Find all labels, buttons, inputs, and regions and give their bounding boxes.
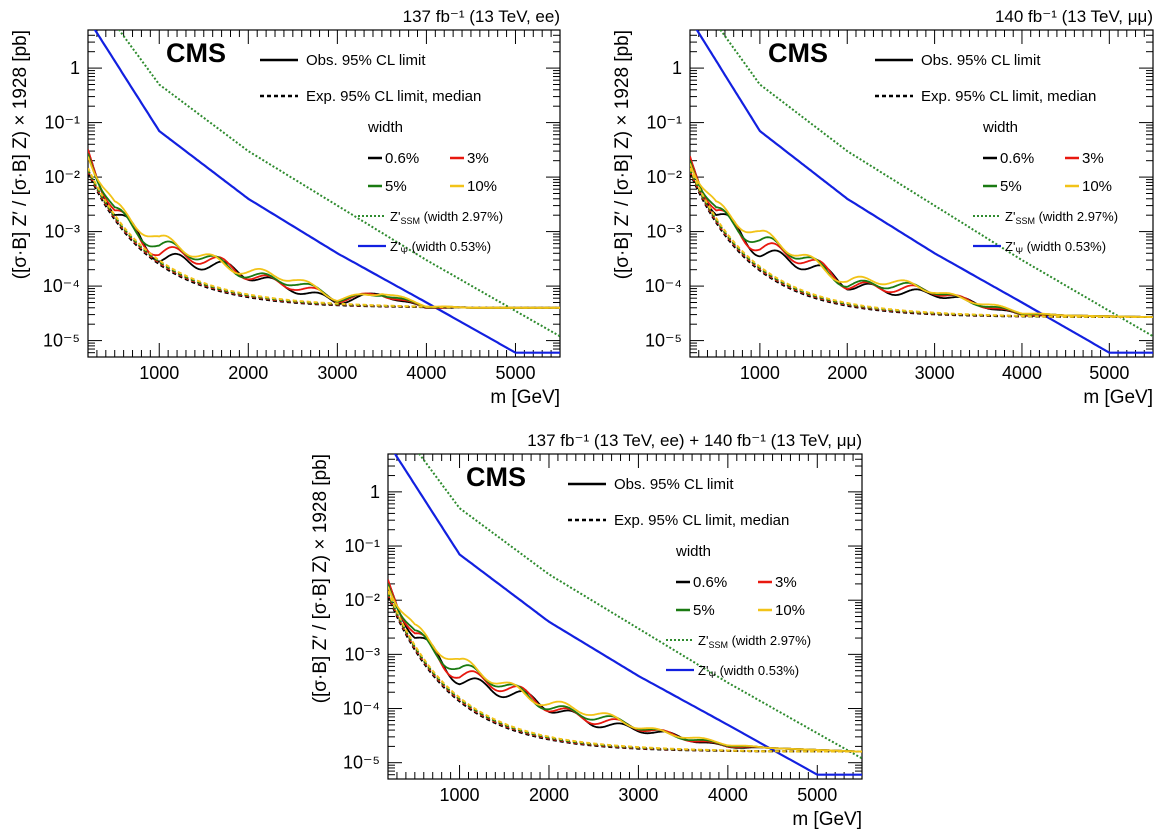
psi-curve (393, 454, 862, 776)
observed-limit-w10 (388, 586, 862, 753)
legend-w0-6-label: 0.6% (693, 574, 727, 591)
y-tick-label: 10⁻³ (44, 222, 80, 242)
curves-group (388, 454, 862, 776)
legend-w3-label: 3% (467, 150, 489, 167)
x-tick-label: 1000 (740, 363, 780, 383)
cms-label: CMS (466, 462, 526, 492)
y-tick-label: 10⁻⁴ (43, 276, 80, 296)
lumi-label: 137 fb⁻¹ (13 TeV, ee) (403, 7, 560, 26)
y-axis-label: ([σ·B] Z′ / [σ·B] Z) × 1928 [pb] (10, 30, 31, 279)
y-tick-label: 10⁻⁵ (645, 331, 682, 351)
x-tick-label: 2000 (529, 785, 569, 805)
y-tick-label: 10⁻⁴ (343, 699, 380, 719)
y-tick-label: 10⁻² (344, 590, 380, 610)
legend-ssm-label: Z'SSM (width 2.97%) (698, 633, 811, 650)
y-tick-label: 10⁻¹ (44, 113, 80, 133)
legend-w0-6-label: 0.6% (1000, 150, 1034, 167)
y-tick-label: 10⁻⁵ (343, 753, 380, 773)
legend-w3-label: 3% (775, 574, 797, 591)
y-tick-label: 10⁻¹ (344, 536, 380, 556)
legend-psi-label: Z'Ψ (width 0.53%) (1005, 239, 1106, 256)
observed-limit-w5 (88, 153, 560, 309)
chart-combined: 137 fb⁻¹ (13 TeV, ee) + 140 fb⁻¹ (13 TeV… (310, 431, 863, 830)
legend-width-title: width (675, 543, 711, 560)
x-tick-label: 4000 (406, 363, 446, 383)
y-axis-label: ([σ·B] Z′ / [σ·B] Z) × 1928 [pb] (612, 30, 633, 279)
legend-w10-label: 10% (467, 178, 497, 195)
x-tick-label: 2000 (827, 363, 867, 383)
y-axis-label: ([σ·B] Z′ / [σ·B] Z) × 1928 [pb] (310, 454, 331, 703)
expected-limit-w10 (388, 590, 862, 753)
y-tick-label: 10⁻² (646, 167, 682, 187)
x-tick-label: 2000 (228, 363, 268, 383)
observed-limit-w0-6 (88, 150, 560, 309)
x-tick-label: 4000 (1002, 363, 1042, 383)
legend-w10-label: 10% (775, 602, 805, 619)
psi-curve (93, 30, 560, 354)
x-axis-label: m [GeV] (490, 387, 560, 408)
y-tick-label: 1 (70, 58, 80, 78)
legend-exp-label: Exp. 95% CL limit, median (306, 88, 481, 105)
lumi-label: 137 fb⁻¹ (13 TeV, ee) + 140 fb⁻¹ (13 TeV… (527, 431, 862, 450)
legend-ssm-label: Z'SSM (width 2.97%) (1005, 209, 1118, 226)
x-tick-label: 1000 (440, 785, 480, 805)
legend-ssm-label: Z'SSM (width 2.97%) (390, 209, 503, 226)
observed-limit-w10 (88, 156, 560, 309)
expected-limit-w10 (88, 167, 560, 309)
legend-w5-label: 5% (693, 602, 715, 619)
legend-width-title: width (367, 119, 403, 136)
x-tick-label: 3000 (317, 363, 357, 383)
legend-psi-label: Z'Ψ (width 0.53%) (698, 663, 799, 680)
cms-label: CMS (166, 38, 226, 68)
ssm-curve (117, 30, 560, 338)
y-tick-label: 1 (672, 58, 682, 78)
legend-w5-label: 5% (1000, 178, 1022, 195)
y-tick-label: 10⁻¹ (646, 113, 682, 133)
legend-w10-label: 10% (1082, 178, 1112, 195)
x-tick-label: 1000 (139, 363, 179, 383)
y-tick-label: 10⁻⁵ (43, 331, 80, 351)
x-tick-label: 5000 (797, 785, 837, 805)
chart-ee: 137 fb⁻¹ (13 TeV, ee) m [GeV] ([σ·B] Z′ / … (10, 7, 561, 408)
y-tick-label: 10⁻³ (646, 222, 682, 242)
y-tick-label: 1 (370, 482, 380, 502)
legend-obs-label: Obs. 95% CL limit (614, 476, 734, 493)
legend-width-title: width (982, 119, 1018, 136)
psi-curve (695, 30, 1153, 354)
legend-psi-label: Z'Ψ (width 0.53%) (390, 239, 491, 256)
x-tick-label: 3000 (915, 363, 955, 383)
curves-group (690, 30, 1153, 354)
lumi-label: 140 fb⁻¹ (13 TeV, μμ) (995, 7, 1153, 26)
legend-exp-label: Exp. 95% CL limit, median (614, 512, 789, 529)
observed-limit-w3 (88, 149, 560, 309)
legend-w0-6-label: 0.6% (385, 150, 419, 167)
legend-exp-label: Exp. 95% CL limit, median (921, 88, 1096, 105)
legend-obs-label: Obs. 95% CL limit (306, 52, 426, 69)
curves-group (88, 30, 560, 354)
legend-w5-label: 5% (385, 178, 407, 195)
legend-obs-label: Obs. 95% CL limit (921, 52, 1041, 69)
y-tick-label: 10⁻³ (344, 644, 380, 664)
chart-mumu: 140 fb⁻¹ (13 TeV, μμ) m [GeV] ([σ·B] Z′ / … (612, 7, 1154, 408)
cms-label: CMS (768, 38, 828, 68)
x-tick-label: 5000 (495, 363, 535, 383)
x-axis-label: m [GeV] (1083, 387, 1153, 408)
x-tick-label: 4000 (708, 785, 748, 805)
x-axis-label: m [GeV] (792, 809, 862, 830)
y-tick-label: 10⁻⁴ (645, 276, 682, 296)
legend-w3-label: 3% (1082, 150, 1104, 167)
y-tick-label: 10⁻² (44, 167, 80, 187)
ssm-curve (719, 30, 1153, 338)
x-tick-label: 5000 (1089, 363, 1129, 383)
observed-limit-w10 (690, 163, 1153, 318)
ssm-curve (418, 454, 862, 760)
x-tick-label: 3000 (618, 785, 658, 805)
